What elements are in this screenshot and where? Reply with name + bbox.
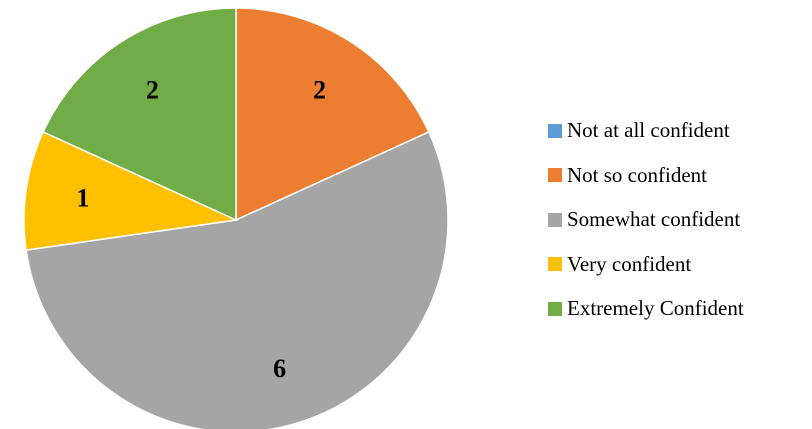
data-label-somewhat-confident: 6 (273, 354, 286, 383)
pie-slice-somewhat-confident (25, 130, 449, 429)
legend: Not at all confident Not so confident So… (548, 116, 744, 339)
pie-slice-not-so-confident (235, 7, 430, 222)
pie-slice-extremely-confident (42, 7, 237, 222)
data-label-not-so-confident: 2 (313, 75, 326, 104)
legend-swatch (548, 168, 562, 182)
legend-label: Extremely Confident (567, 296, 744, 320)
pie-data-labels: 2 6 1 2 (76, 75, 326, 383)
legend-swatch (548, 123, 562, 138)
legend-swatch (548, 257, 562, 271)
legend-swatch (548, 212, 562, 227)
legend-swatch (548, 301, 562, 316)
legend-label: Somewhat confident (567, 207, 741, 231)
legend-label: Very confident (567, 251, 692, 276)
pie-slices (23, 7, 449, 429)
legend-item-not-so-confident: Not so confident (548, 161, 744, 190)
legend-item-somewhat-confident: Somewhat confident (548, 205, 744, 234)
legend-label: Not at all confident (567, 118, 730, 142)
legend-item-not-at-all-confident: Not at all confident (548, 116, 744, 145)
legend-item-very-confident: Very confident (548, 250, 744, 279)
legend-item-extremely-confident: Extremely Confident (548, 294, 744, 323)
pie-slice-very-confident (23, 130, 239, 252)
data-label-very-confident: 1 (76, 183, 89, 212)
legend-label: Not so confident (567, 162, 707, 187)
data-label-extremely-confident: 2 (146, 75, 159, 104)
